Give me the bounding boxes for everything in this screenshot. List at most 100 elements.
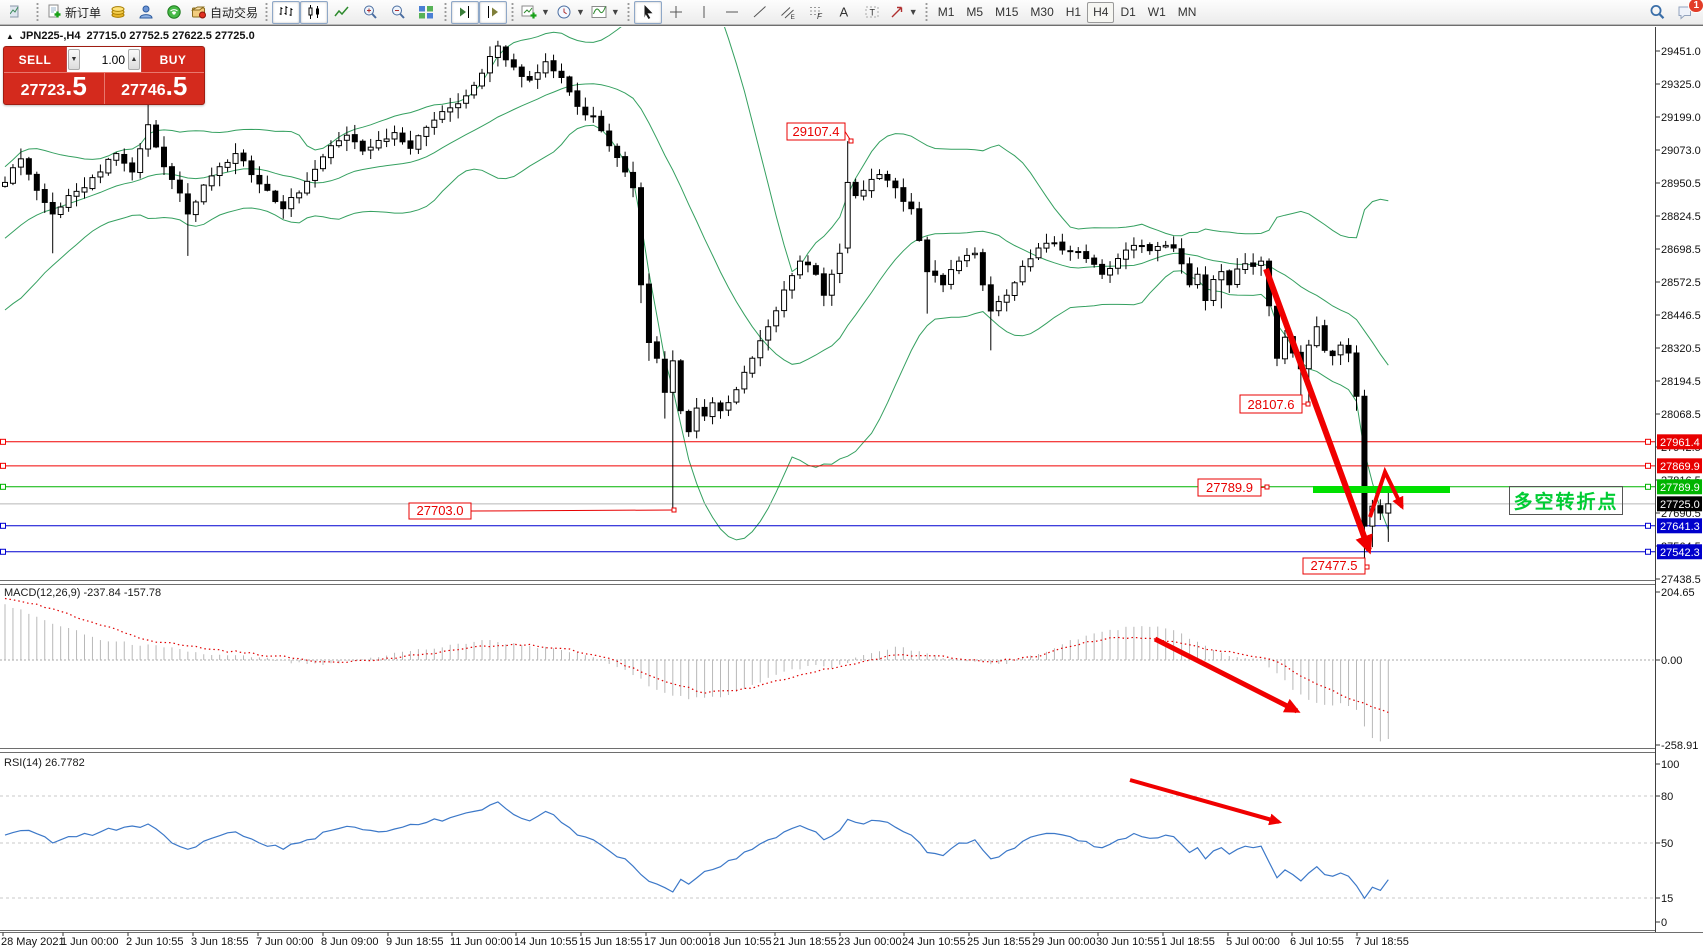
price-tag-text: 27789.9 xyxy=(1660,482,1700,494)
callout-27789.9[interactable]: 27789.9 xyxy=(1197,478,1270,497)
turning-point-bar[interactable] xyxy=(1313,486,1450,493)
dropdown-arrow-icon[interactable]: ▼ xyxy=(908,7,918,17)
timeframe-m5-button[interactable]: M5 xyxy=(966,5,984,19)
cursor-icon[interactable] xyxy=(633,0,662,24)
new-order-button[interactable]: 新订单 xyxy=(43,1,104,24)
dropdown-arrow-icon[interactable]: ▼ xyxy=(575,7,585,17)
hline-handle[interactable] xyxy=(1645,548,1651,555)
buy-button[interactable]: BUY xyxy=(159,52,187,67)
callout-29107.4[interactable]: 29107.4 xyxy=(786,122,854,144)
hline-handle[interactable] xyxy=(1645,483,1651,490)
candle-body xyxy=(1099,263,1106,275)
auto-scroll-icon[interactable] xyxy=(479,0,508,24)
hline-handle[interactable] xyxy=(1645,462,1651,469)
candle-body xyxy=(184,193,191,215)
candle-body xyxy=(630,171,637,189)
trend-arrow-2[interactable] xyxy=(1368,466,1404,518)
price-tag-27961.4 xyxy=(1657,434,1702,450)
price-scale-label: 28194.5 xyxy=(1661,376,1701,388)
candle-body xyxy=(1202,274,1209,302)
timeframe-h1-button[interactable]: H1 xyxy=(1065,5,1082,19)
candle-body xyxy=(367,146,374,151)
volume-decrease-button[interactable]: ▼ xyxy=(68,49,80,70)
hline-icon[interactable] xyxy=(718,1,746,24)
candle-body xyxy=(876,174,883,180)
zoom-out-icon[interactable] xyxy=(384,1,412,24)
hline-handle[interactable] xyxy=(0,462,6,469)
date-label: 7 Jul 18:55 xyxy=(1355,936,1409,948)
callout-27703.0[interactable]: 27703.0 xyxy=(408,502,677,520)
notifications-button[interactable]: 1 xyxy=(1671,0,1703,24)
sell-button[interactable]: SELL xyxy=(18,52,52,67)
timeframe-h4-button[interactable]: H4 xyxy=(1087,1,1115,23)
new-chart-icon[interactable]: ▼ xyxy=(518,1,553,24)
zoom-in-icon[interactable] xyxy=(356,1,384,24)
toolbar-grip xyxy=(35,3,40,21)
history-icon[interactable] xyxy=(104,1,132,24)
dropdown-arrow-icon[interactable]: ▼ xyxy=(541,7,550,17)
candle-body xyxy=(995,301,1002,312)
hline-handle[interactable] xyxy=(0,522,6,529)
dropdown-arrow-icon[interactable]: ▼ xyxy=(610,7,620,17)
candle-body xyxy=(1250,262,1257,267)
chart-canvas[interactable]: 29107.4 28107.6 27789.9 27703.0 27477.5 29451… xyxy=(0,26,1703,948)
signals-icon[interactable] xyxy=(160,1,188,24)
indicators-icon[interactable]: ▼ xyxy=(588,1,623,24)
sell-price[interactable]: 27723 .5 xyxy=(4,73,105,104)
hline-handle[interactable] xyxy=(0,548,6,555)
candle-body xyxy=(741,371,748,390)
candle-body xyxy=(407,140,414,149)
window-icon[interactable] xyxy=(4,1,32,24)
timeframe-m1-button[interactable]: M1 xyxy=(937,5,955,19)
text-icon[interactable]: A xyxy=(830,1,858,24)
price-scale-label: 28320.5 xyxy=(1661,343,1701,355)
trend-arrow-4[interactable] xyxy=(1129,778,1283,826)
tile-windows-icon xyxy=(419,6,434,19)
period-icon xyxy=(557,5,571,19)
date-label: 9 Jun 18:55 xyxy=(386,936,444,948)
autotrading-icon xyxy=(191,6,207,19)
timeframe-m30-button[interactable]: M30 xyxy=(1030,5,1054,19)
chart-shift-icon[interactable] xyxy=(451,0,480,24)
candle-body xyxy=(1083,251,1090,260)
autotrading-button[interactable]: 自动交易 xyxy=(188,1,261,24)
volume-input[interactable] xyxy=(81,47,127,72)
text-label-icon[interactable]: T xyxy=(858,1,886,24)
period-icon[interactable]: ▼ xyxy=(553,1,588,24)
callout-27477.5[interactable]: 27477.5 xyxy=(1302,557,1370,575)
line-chart-icon[interactable] xyxy=(328,1,356,24)
tile-windows-icon[interactable] xyxy=(412,1,440,24)
candle-chart-icon[interactable] xyxy=(300,0,329,24)
hline-handle[interactable] xyxy=(1645,522,1651,529)
hline-handle[interactable] xyxy=(0,483,6,490)
arrows-icon[interactable]: ▼ xyxy=(886,1,921,24)
community-icon[interactable] xyxy=(132,1,160,24)
candle-body xyxy=(280,201,287,210)
vline-icon[interactable] xyxy=(690,1,718,24)
hline-handle[interactable] xyxy=(1645,438,1651,445)
turning-point-annotation[interactable]: 多空转折点 xyxy=(1509,486,1623,515)
timeframe-w1-button[interactable]: W1 xyxy=(1147,5,1166,19)
trend-arrow-3[interactable] xyxy=(1153,636,1301,714)
candle-body xyxy=(971,252,978,256)
candle-body xyxy=(1059,241,1066,251)
date-label: 23 Jun 00:00 xyxy=(838,936,902,948)
buy-price[interactable]: 27746 .5 xyxy=(105,73,205,104)
candle-body xyxy=(701,406,708,417)
fibonacci-icon[interactable]: F xyxy=(802,1,830,24)
timeframe-mn-button[interactable]: MN xyxy=(1177,5,1197,19)
candle-body xyxy=(1218,271,1225,281)
channel-icon[interactable]: E xyxy=(774,1,802,24)
trend-arrow-1[interactable] xyxy=(1263,267,1373,555)
callout-28107.6[interactable]: 28107.6 xyxy=(1239,394,1311,414)
volume-increase-button[interactable]: ▲ xyxy=(128,49,140,70)
timeframe-m15-button[interactable]: M15 xyxy=(995,5,1019,19)
date-label: 29 Jun 00:00 xyxy=(1032,936,1096,948)
crosshair-icon[interactable] xyxy=(662,1,690,24)
bar-chart-icon[interactable] xyxy=(272,0,301,24)
search-button[interactable] xyxy=(1643,1,1671,24)
timeframe-d1-button[interactable]: D1 xyxy=(1120,5,1136,19)
collapse-panel-icon[interactable]: ▲ xyxy=(6,31,14,41)
hline-handle[interactable] xyxy=(0,438,6,445)
trendline-icon[interactable] xyxy=(746,1,774,24)
